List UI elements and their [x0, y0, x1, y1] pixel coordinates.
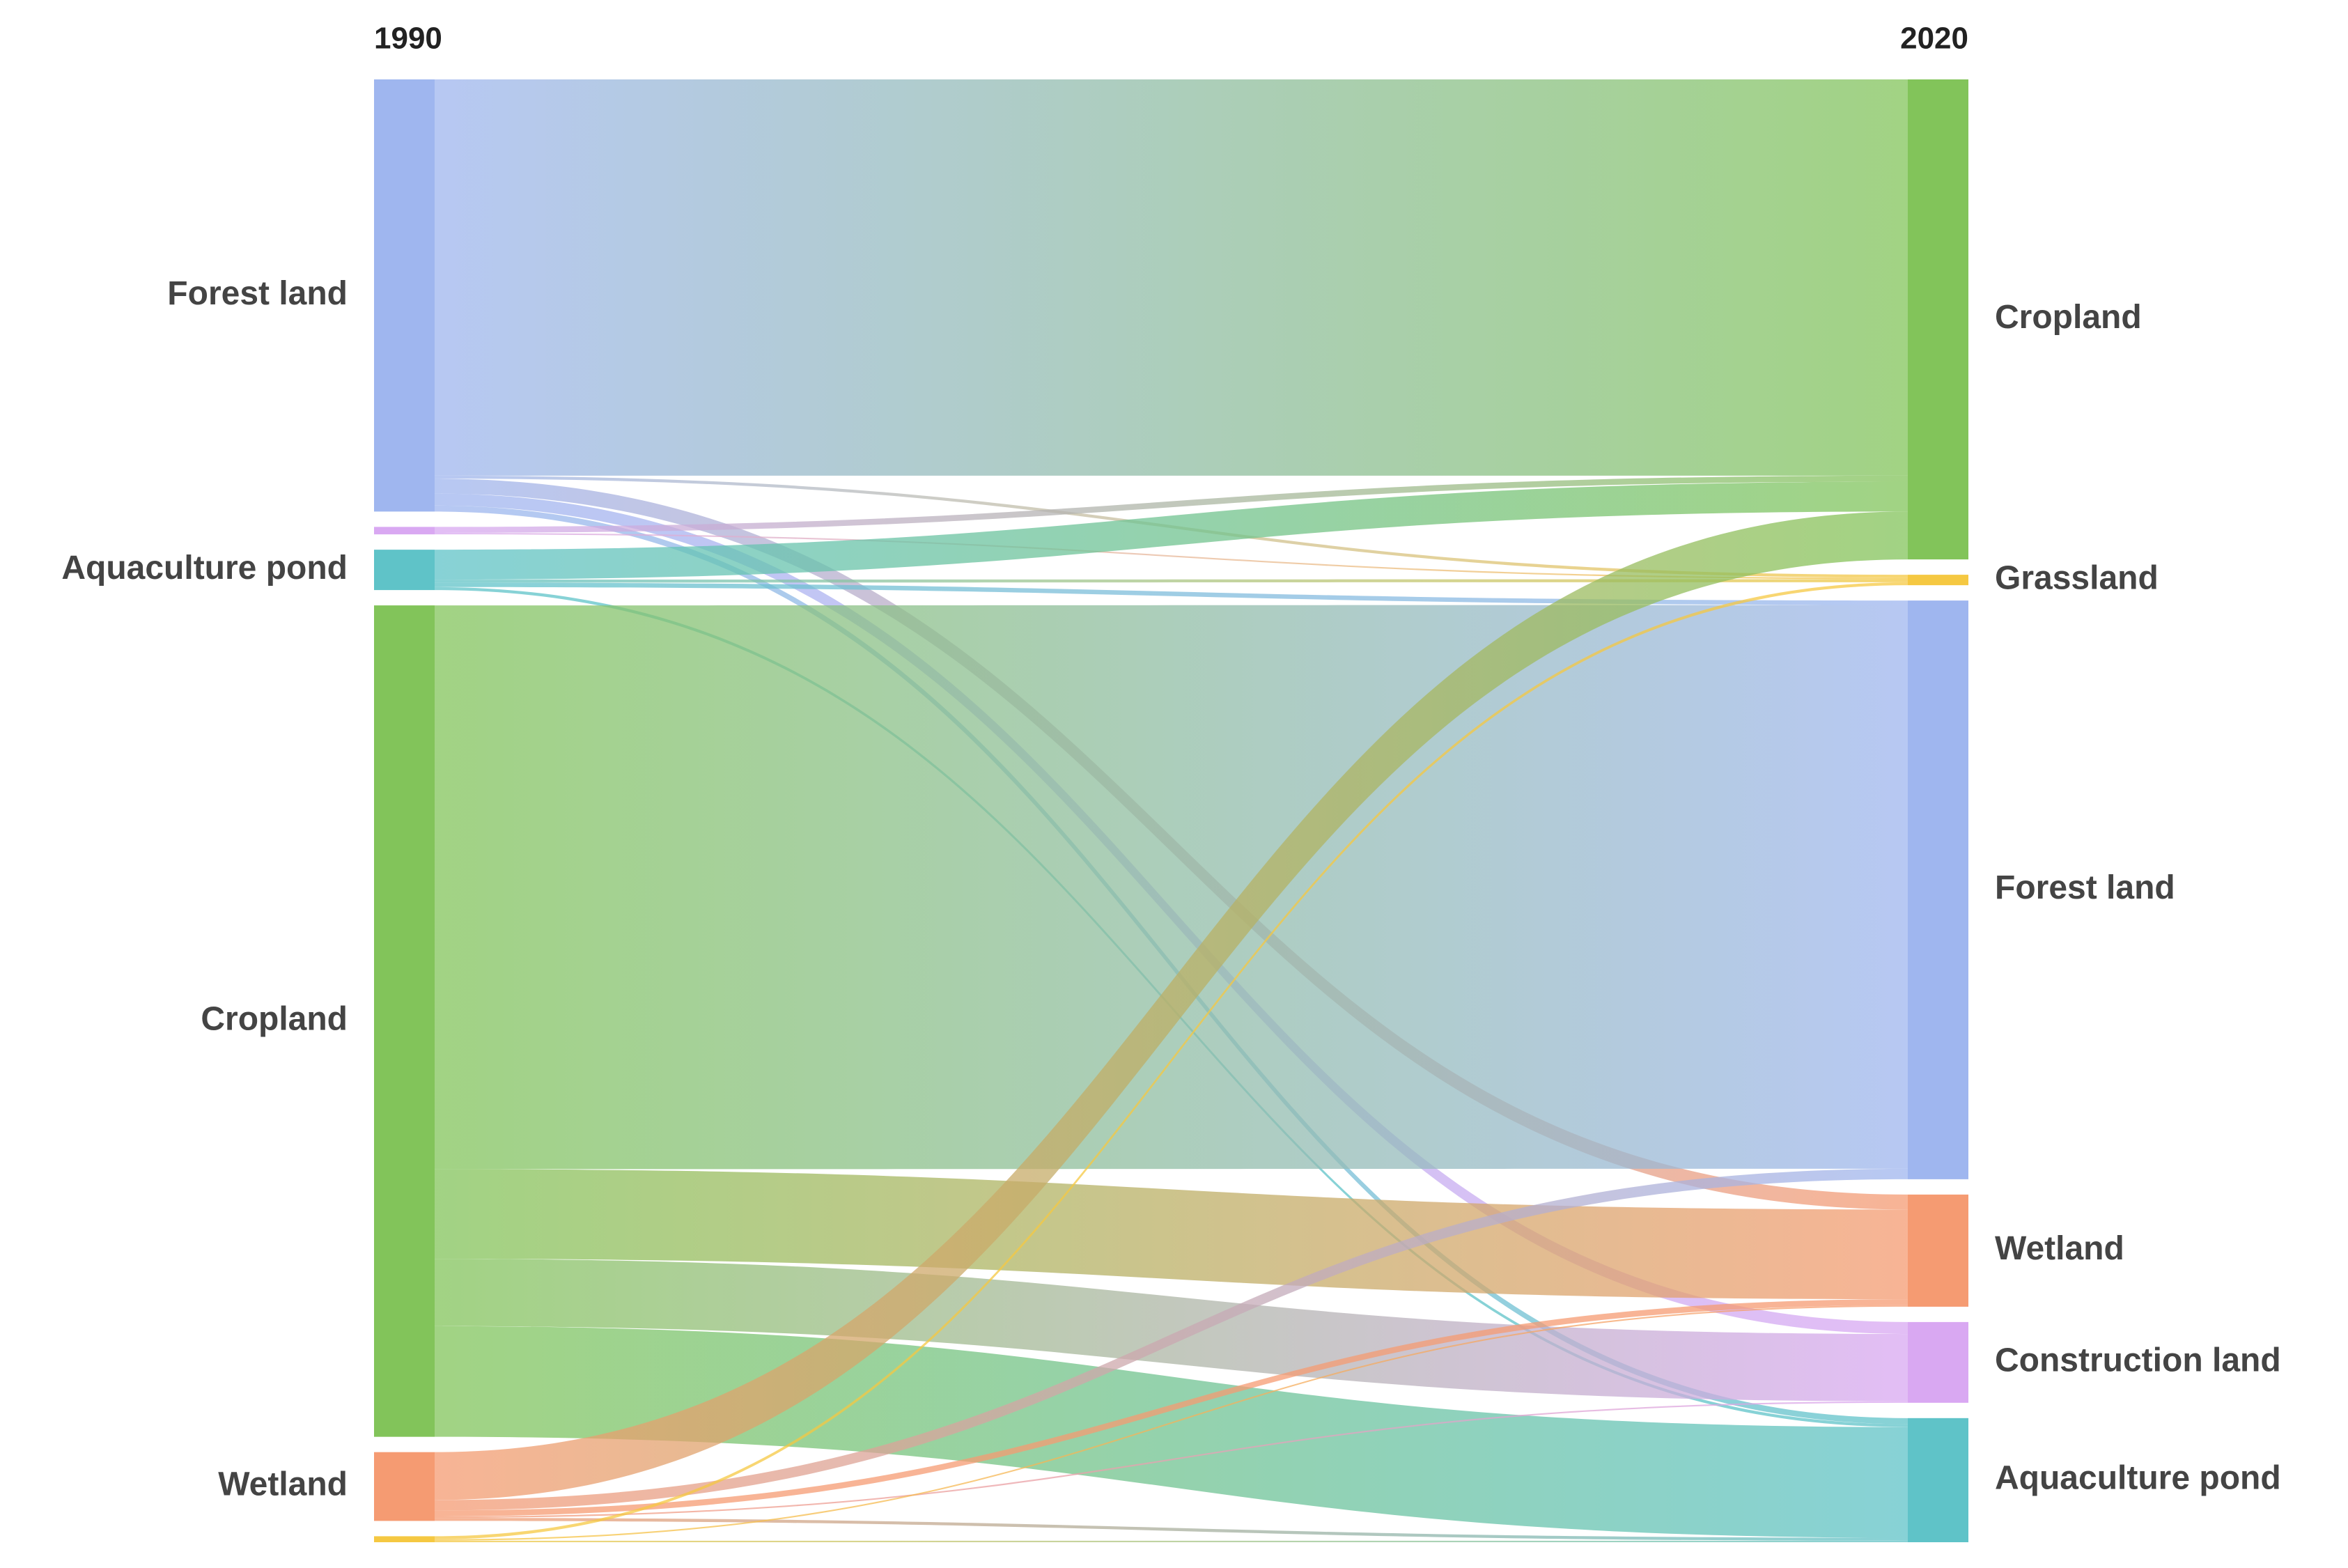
- target-label: Forest land: [1995, 869, 2175, 906]
- right-column-title: 2020: [1900, 22, 1968, 56]
- link: [435, 582, 1908, 1539]
- source-node: [374, 527, 435, 535]
- link: [435, 481, 1908, 580]
- left-column-title: 1990: [374, 22, 442, 56]
- links: [435, 79, 1908, 1542]
- source-label: Wetland: [218, 1466, 348, 1503]
- link: [435, 532, 1908, 580]
- source-node: [374, 605, 435, 1437]
- target-node: [1908, 1418, 1968, 1542]
- link: [435, 579, 1908, 583]
- source-label: Aquaculture pond: [61, 550, 348, 587]
- target-node: [1908, 79, 1968, 560]
- source-label: Cropland: [201, 1001, 348, 1038]
- link: [435, 1305, 1908, 1541]
- link: [435, 79, 1908, 476]
- target-node: [1908, 1321, 1968, 1403]
- link: [435, 511, 1908, 1500]
- source-node: [374, 1452, 435, 1521]
- target-label: Cropland: [1995, 299, 2142, 336]
- link: [435, 1518, 1908, 1541]
- target-label: Wetland: [1995, 1230, 2124, 1267]
- link: [435, 605, 1908, 1170]
- source-node: [374, 550, 435, 591]
- target-node: [1908, 1194, 1968, 1307]
- target-node: [1908, 575, 1968, 586]
- link: [435, 475, 1908, 533]
- source-node: [374, 79, 435, 512]
- target-label: Aquaculture pond: [1995, 1460, 2281, 1497]
- source-label: Forest land: [167, 275, 348, 312]
- link: [435, 1299, 1908, 1516]
- link: [435, 1169, 1908, 1300]
- source-node: [374, 1536, 435, 1542]
- link: [435, 1259, 1908, 1402]
- target-node: [1908, 600, 1968, 1179]
- link: [435, 1168, 1908, 1511]
- target-label: Grassland: [1995, 559, 2159, 596]
- target-label: Construction land: [1995, 1342, 2281, 1379]
- link: [435, 582, 1908, 605]
- nodes: Forest land Aquaculture pond Cropland Wetla…: [61, 79, 2281, 1542]
- link: [435, 1540, 1908, 1542]
- link: [435, 1401, 1908, 1519]
